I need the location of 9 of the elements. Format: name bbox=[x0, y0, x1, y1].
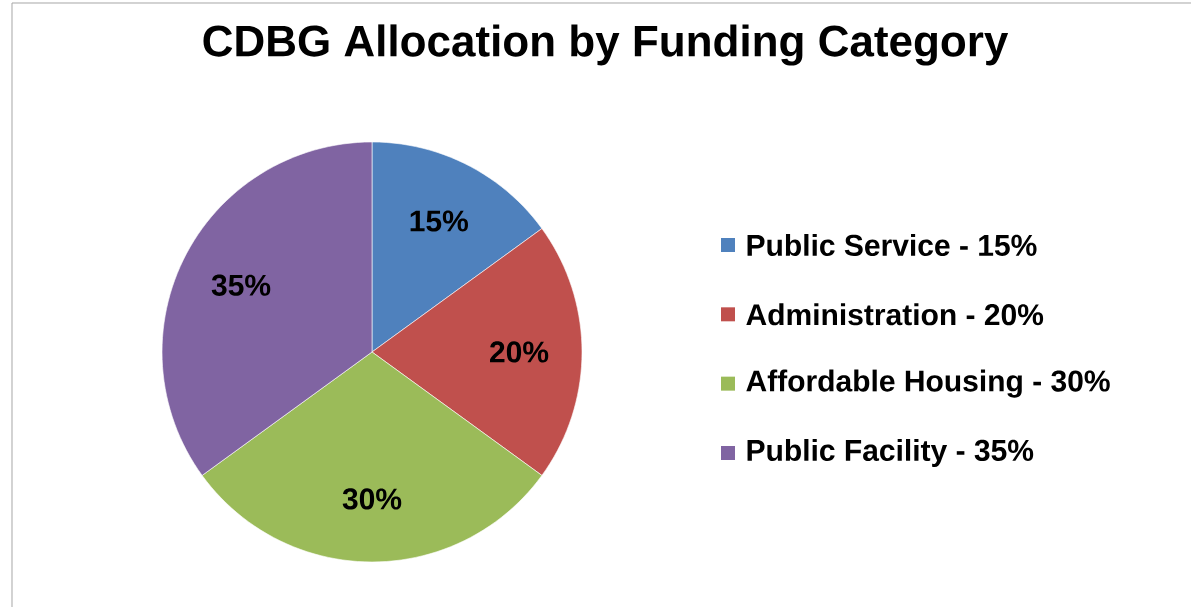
data-label: 15% bbox=[410, 210, 468, 232]
legend-label: Affordable Housing - 30% bbox=[746, 369, 1110, 398]
data-label: 35% bbox=[211, 274, 271, 296]
legend-label: Public Facility - 35% bbox=[747, 439, 1034, 467]
data-label: 20% bbox=[490, 341, 549, 363]
data-label: 30% bbox=[342, 488, 402, 510]
chart-title: CDBG Allocation by Funding Category bbox=[203, 24, 1009, 66]
legend-label: Administration - 20% bbox=[746, 303, 1044, 326]
legend-label: Public Service - 15% bbox=[747, 233, 1037, 257]
